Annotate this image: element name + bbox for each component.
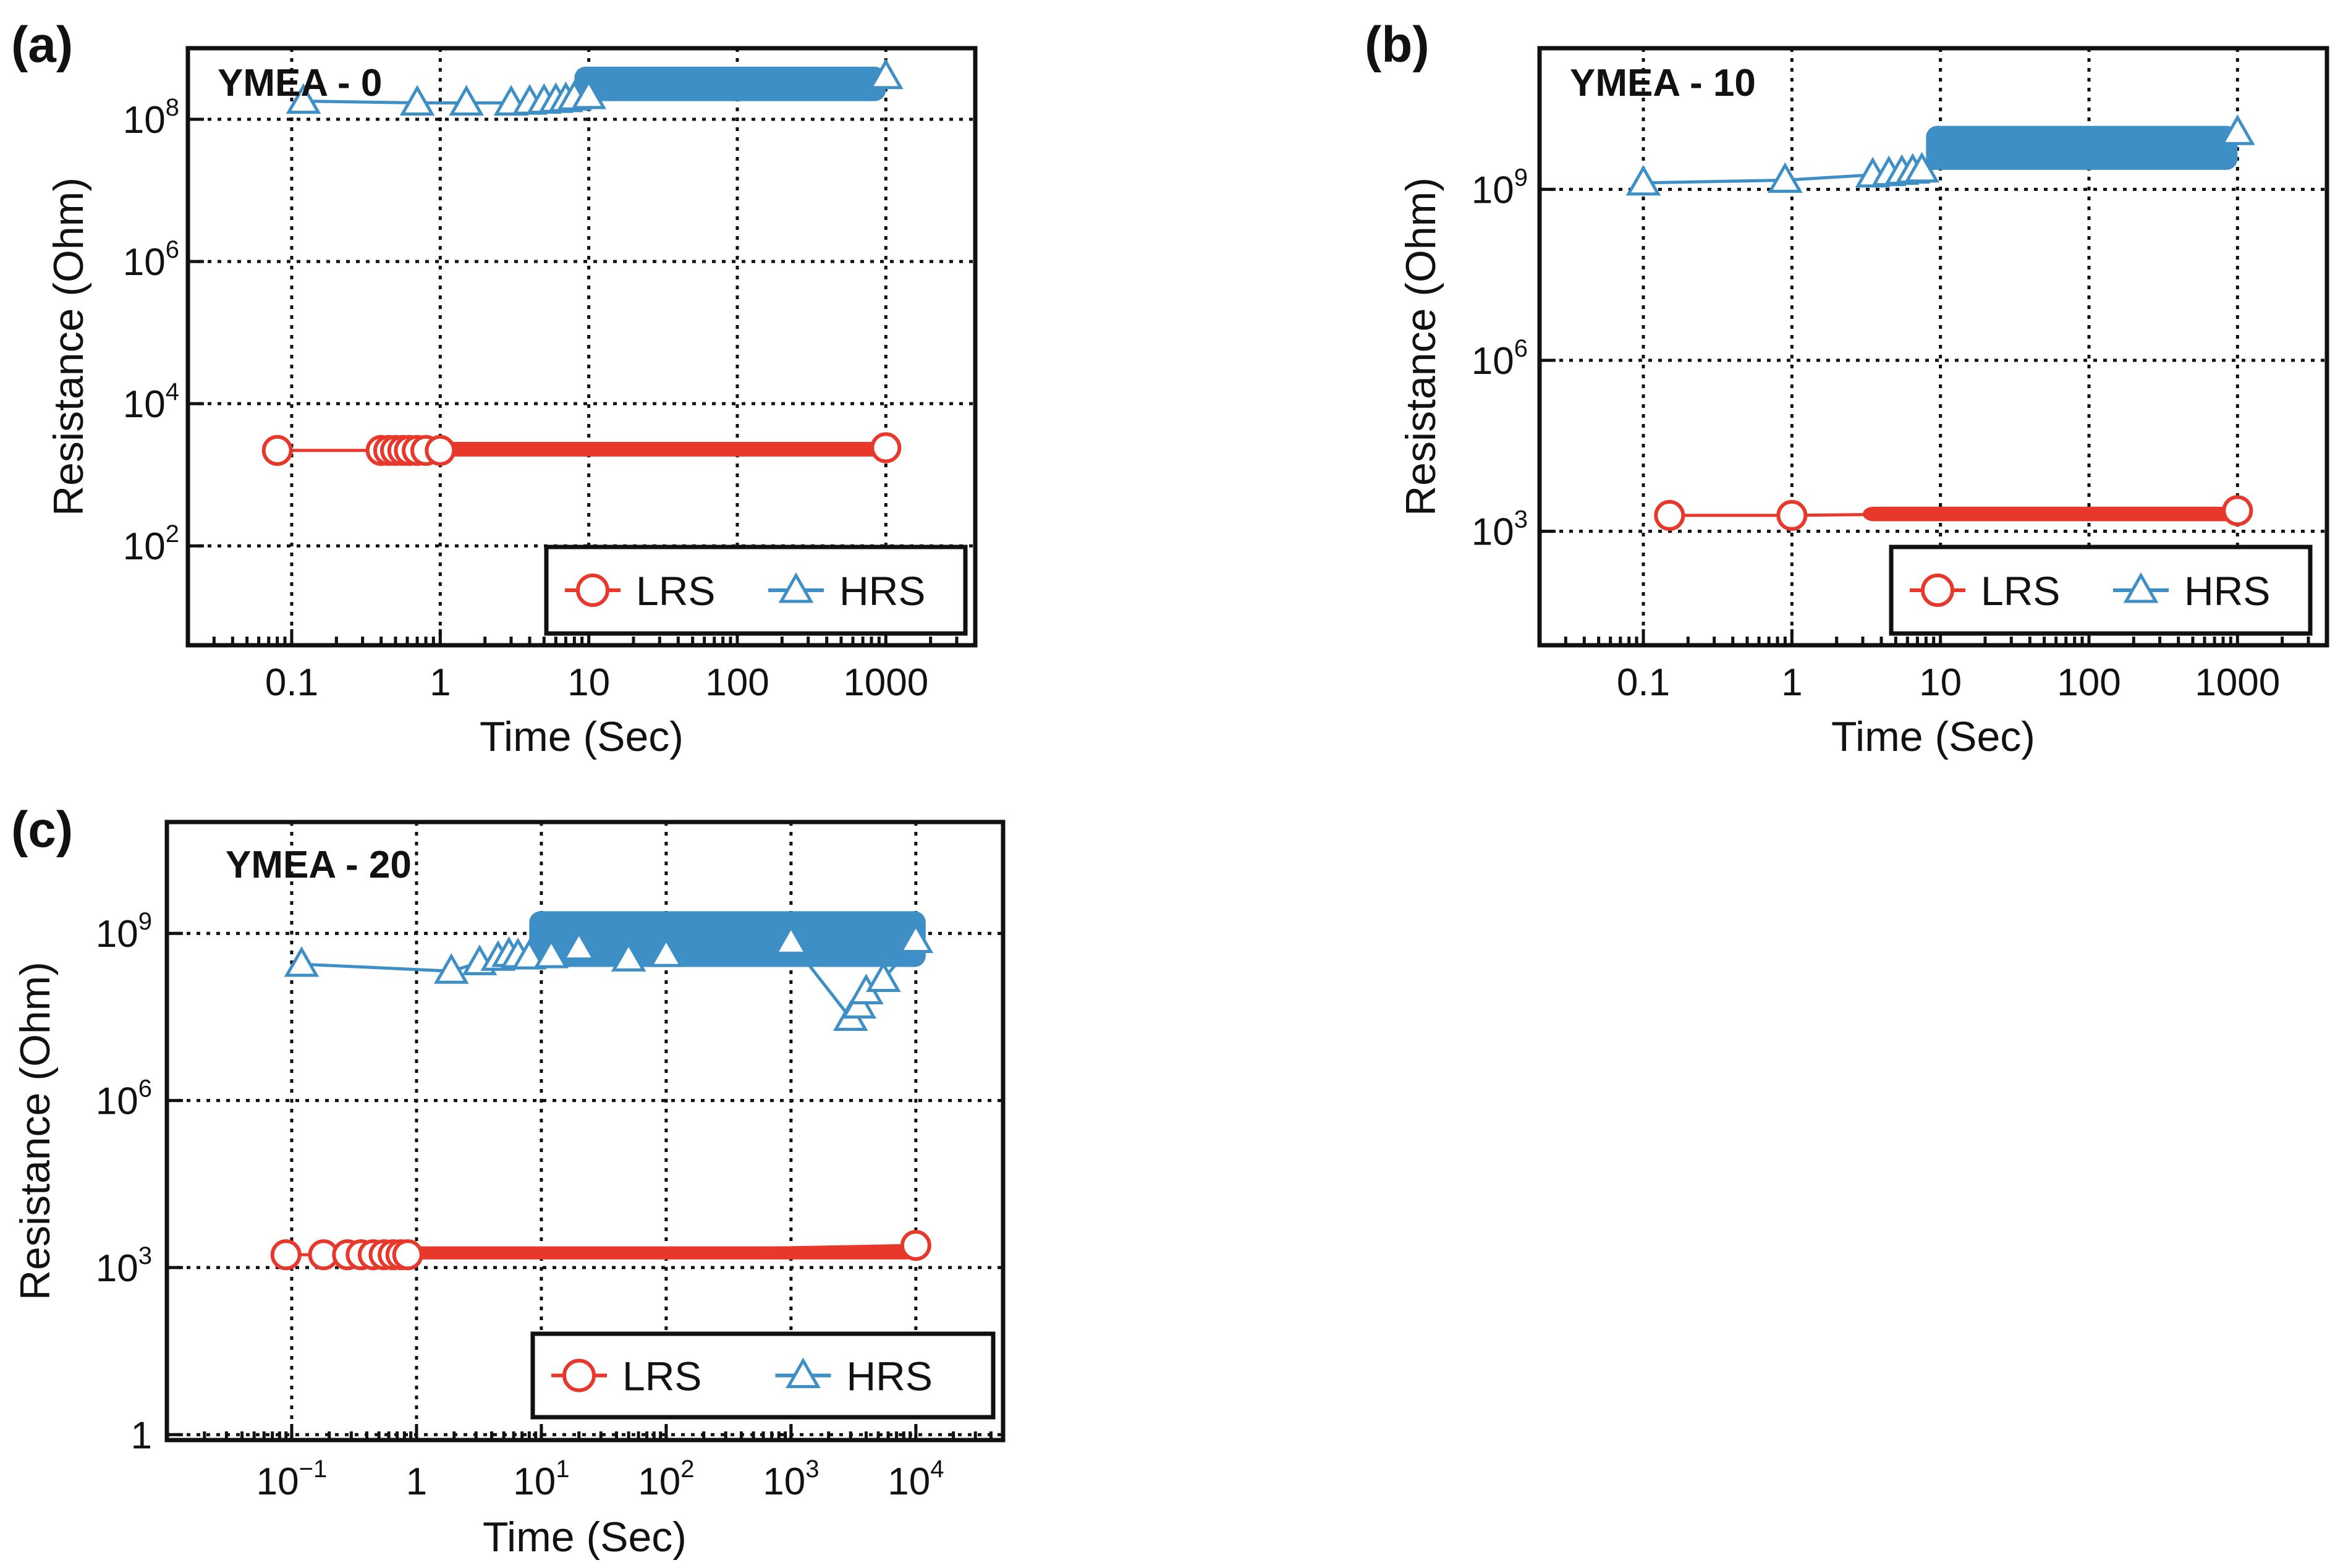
x-tick-label-c-0: 10−1: [256, 1456, 328, 1503]
y-tick-label-b-2: 109: [1472, 164, 1528, 211]
legend-marker-hrs-a: [778, 572, 814, 603]
panel-letter-a: (a): [11, 17, 73, 73]
series-lrs-b: [1654, 495, 2253, 531]
legend-marker-lrs-a: [576, 574, 609, 607]
legend-label-hrs-c: HRS: [847, 1354, 933, 1399]
hrs-point-c-9: [611, 941, 646, 972]
x-tick-label-b-0: 0.1: [1617, 661, 1670, 704]
lrs-point-c-8: [392, 1239, 423, 1271]
lrs-point-a-0: [261, 434, 293, 466]
y-tick-label-c-0: 1: [131, 1414, 152, 1457]
y-tick-label-c-2: 106: [96, 1075, 152, 1123]
y-tick-label-b-0: 103: [1472, 506, 1528, 554]
series-hrs-b: [1625, 114, 2255, 196]
hrs-point-a-0: [286, 83, 321, 114]
hrs-point-c-15: [866, 961, 901, 992]
x-axis-title-c: Time (Sec): [483, 1514, 687, 1561]
legend-label-lrs-a: LRS: [636, 568, 715, 614]
legend-marker-hrs-c: [786, 1357, 821, 1388]
legend-box-a: [544, 545, 968, 636]
x-tick-label-a-3: 100: [705, 661, 769, 704]
hrs-point-c-8: [561, 930, 597, 961]
hrs-point-c-1: [433, 953, 469, 984]
legend-box-c: [530, 1331, 996, 1420]
legend-label-lrs-b: LRS: [1981, 568, 2060, 614]
plot-frame-c: [164, 820, 1006, 1443]
legend-c: LRS HRS: [530, 1331, 996, 1420]
panel-letter-c: (c): [11, 802, 73, 858]
hrs-point-c-6: [512, 939, 547, 970]
series-lrs-c: [270, 1230, 931, 1271]
hrs-point-c-11: [773, 924, 809, 955]
legend-label-hrs-a: HRS: [839, 568, 925, 614]
x-tick-label-b-4: 1000: [2195, 661, 2280, 704]
x-tick-label-c-1: 1: [406, 1460, 427, 1503]
lrs-point-a-9: [870, 432, 902, 464]
lrs-dense-markers-c: [407, 1246, 916, 1260]
x-tick-label-c-4: 103: [763, 1456, 819, 1503]
legend-b: LRS HRS: [1889, 545, 2313, 636]
hrs-point-c-16: [898, 922, 934, 953]
x-tick-label-a-1: 1: [430, 661, 451, 704]
legend-a: LRS HRS: [544, 545, 968, 636]
legend-marker-lrs-c: [562, 1358, 596, 1392]
x-tick-label-b-1: 1: [1781, 661, 1802, 704]
y-tick-label-c-3: 109: [96, 908, 152, 956]
y-axis-title-b: Resistance (Ohm): [1397, 177, 1444, 516]
series-lrs-a: [261, 432, 902, 466]
hrs-point-c-0: [284, 946, 320, 977]
sample-label-b: YMEA - 10: [1570, 62, 1756, 104]
lrs-point-c-0: [270, 1239, 302, 1271]
y-axis-title-a: Resistance (Ohm): [45, 177, 92, 516]
y-tick-label-a-0: 102: [123, 520, 179, 568]
hrs-point-a-2: [449, 85, 484, 116]
y-tick-label-a-2: 106: [123, 236, 179, 284]
panel-a: (a) 0.1 1 10 100 1000 102 104 106 108 YMEA - 0 T…: [11, 17, 978, 760]
lrs-point-c-9: [900, 1230, 931, 1261]
sample-label-c: YMEA - 20: [226, 844, 412, 886]
series-hrs-a: [286, 58, 904, 116]
x-tick-label-a-0: 0.1: [265, 661, 318, 704]
hrs-point-a-9: [571, 78, 606, 109]
x-tick-label-b-3: 100: [2057, 661, 2121, 704]
lrs-point-a-8: [425, 434, 456, 466]
y-tick-label-b-1: 106: [1472, 335, 1528, 383]
x-axis-title-a: Time (Sec): [480, 713, 684, 760]
hrs-point-a-10: [868, 58, 904, 90]
lrs-point-b-0: [1654, 499, 1685, 531]
panel-c: (c) 10−1 1 101 102 103 104 1 103 106 109 YMEA - 2…: [11, 802, 1006, 1561]
x-tick-label-c-3: 102: [638, 1456, 694, 1503]
hrs-point-b-0: [1625, 164, 1661, 196]
legend-box-b: [1889, 545, 2313, 636]
legend-marker-lrs-b: [1921, 574, 1954, 607]
hrs-point-a-1: [399, 85, 435, 116]
panel-letter-b: (b): [1365, 17, 1430, 73]
lrs-point-b-2: [2222, 495, 2253, 527]
legend-marker-hrs-b: [2123, 572, 2159, 603]
lrs-point-b-1: [1776, 499, 1808, 531]
x-tick-label-a-4: 1000: [843, 661, 928, 704]
legend-label-hrs-b: HRS: [2184, 568, 2270, 614]
y-tick-label-a-3: 108: [123, 94, 179, 142]
hrs-point-b-7: [2219, 114, 2255, 145]
y-tick-label-c-1: 103: [96, 1242, 152, 1290]
x-tick-label-b-2: 10: [1919, 661, 1962, 704]
hrs-point-b-1: [1768, 162, 1803, 193]
hrs-point-c-7: [533, 938, 569, 968]
x-axis-title-b: Time (Sec): [1831, 713, 2035, 760]
hrs-point-b-6: [1904, 151, 1939, 183]
hrs-point-c-10: [648, 936, 684, 967]
y-tick-label-a-1: 104: [123, 378, 179, 426]
sample-label-a: YMEA - 0: [218, 62, 382, 104]
y-axis-title-c: Resistance (Ohm): [12, 962, 59, 1300]
hrs-dense-markers-a: [574, 66, 886, 101]
legend-label-lrs-c: LRS: [622, 1354, 701, 1399]
x-tick-label-c-2: 101: [513, 1456, 569, 1503]
x-tick-label-a-2: 10: [567, 661, 610, 704]
series-hrs-c: [284, 911, 934, 1031]
panel-b: (b) 0.1 1 10 100 1000 103 106 109 YMEA - 10 Tim…: [1365, 17, 2329, 760]
x-tick-label-c-5: 104: [888, 1456, 944, 1503]
